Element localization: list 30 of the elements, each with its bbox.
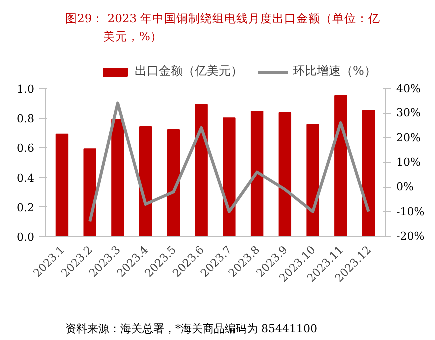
y2-tick-label: -20% [396,230,425,243]
y2-tick-label: 0% [396,180,414,194]
bar [84,148,96,236]
chart-title: 图29： 2023 年中国铜制绕组电线月度出口金额（单位：亿美元，%） [66,12,381,44]
bar [250,110,264,236]
y2-tick-label: -10% [396,205,425,218]
y2-tick-label: 10% [396,156,421,169]
bar [195,104,208,236]
y-tick-label: 0.6 [17,142,35,156]
text: 资料来源：海关总署，*海关商品编码为 85441100 [66,322,318,336]
bar [167,129,180,236]
bar [278,112,292,236]
line-series [88,102,370,224]
legend-label: 出口金额（亿美元） [135,63,243,80]
bar [56,134,69,236]
bar [139,126,152,236]
y-tick-label: 0.2 [17,201,35,214]
y2-tick-label: 20% [396,131,421,144]
y2-tick-label: 30% [396,106,421,120]
y-tick-label: 1.0 [17,83,35,96]
y-tick-label: 0.8 [17,112,35,126]
bar [362,110,376,236]
bar [223,118,236,236]
legend-label: 环比增速（%） [293,63,376,80]
bar [112,119,124,236]
bar [306,124,320,236]
y-tick-label: 0.4 [17,172,35,185]
y2-tick-label: 40% [396,82,421,96]
y-tick-label: 0.0 [17,231,35,244]
bar [334,95,348,236]
